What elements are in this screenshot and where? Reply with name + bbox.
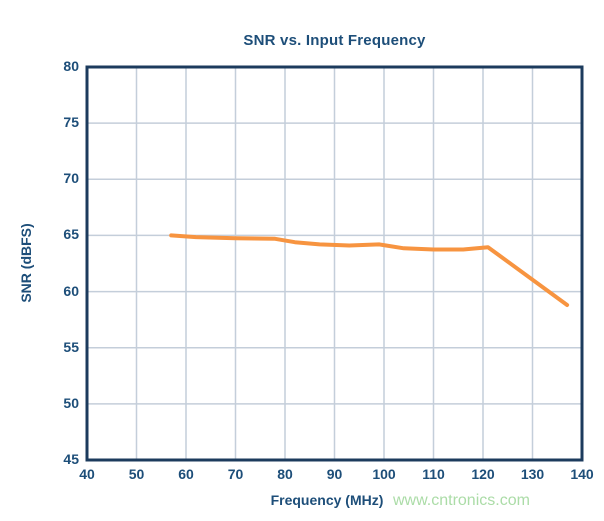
y-tick-label: 75 [63, 114, 79, 131]
x-tick-label: 40 [79, 466, 95, 482]
y-tick-label: 45 [63, 451, 79, 467]
x-axis-title: Frequency (MHz) [270, 492, 384, 508]
y-tick-label: 70 [63, 170, 79, 187]
x-tick-label: 130 [520, 466, 545, 482]
y-axis-ticks: 45 50 55 60 65 70 75 80 [43, 0, 79, 521]
x-tick-label: 50 [128, 466, 145, 482]
y-tick-label: 65 [63, 226, 79, 243]
watermark: www.cntronics.com [393, 492, 530, 509]
x-tick-label: 90 [326, 466, 343, 482]
x-axis-ticks: 40 50 60 70 80 90 100 110 120 130 140 [0, 466, 604, 484]
y-tick-label: 60 [63, 282, 79, 299]
x-tick-label: 70 [227, 466, 244, 482]
y-axis-title: SNR (dBFS) [18, 223, 34, 303]
x-tick-label: 60 [178, 466, 194, 482]
x-tick-label: 140 [570, 466, 594, 482]
y-tick-label: 55 [63, 338, 79, 355]
x-tick-label: 110 [422, 466, 445, 482]
x-tick-label: 100 [372, 466, 396, 482]
y-tick-label: 50 [63, 394, 79, 411]
x-tick-label: 80 [277, 466, 293, 482]
chart-title: SNR vs. Input Frequency [243, 32, 426, 49]
y-tick-label: 80 [63, 58, 79, 74]
x-tick-label: 120 [471, 466, 495, 482]
